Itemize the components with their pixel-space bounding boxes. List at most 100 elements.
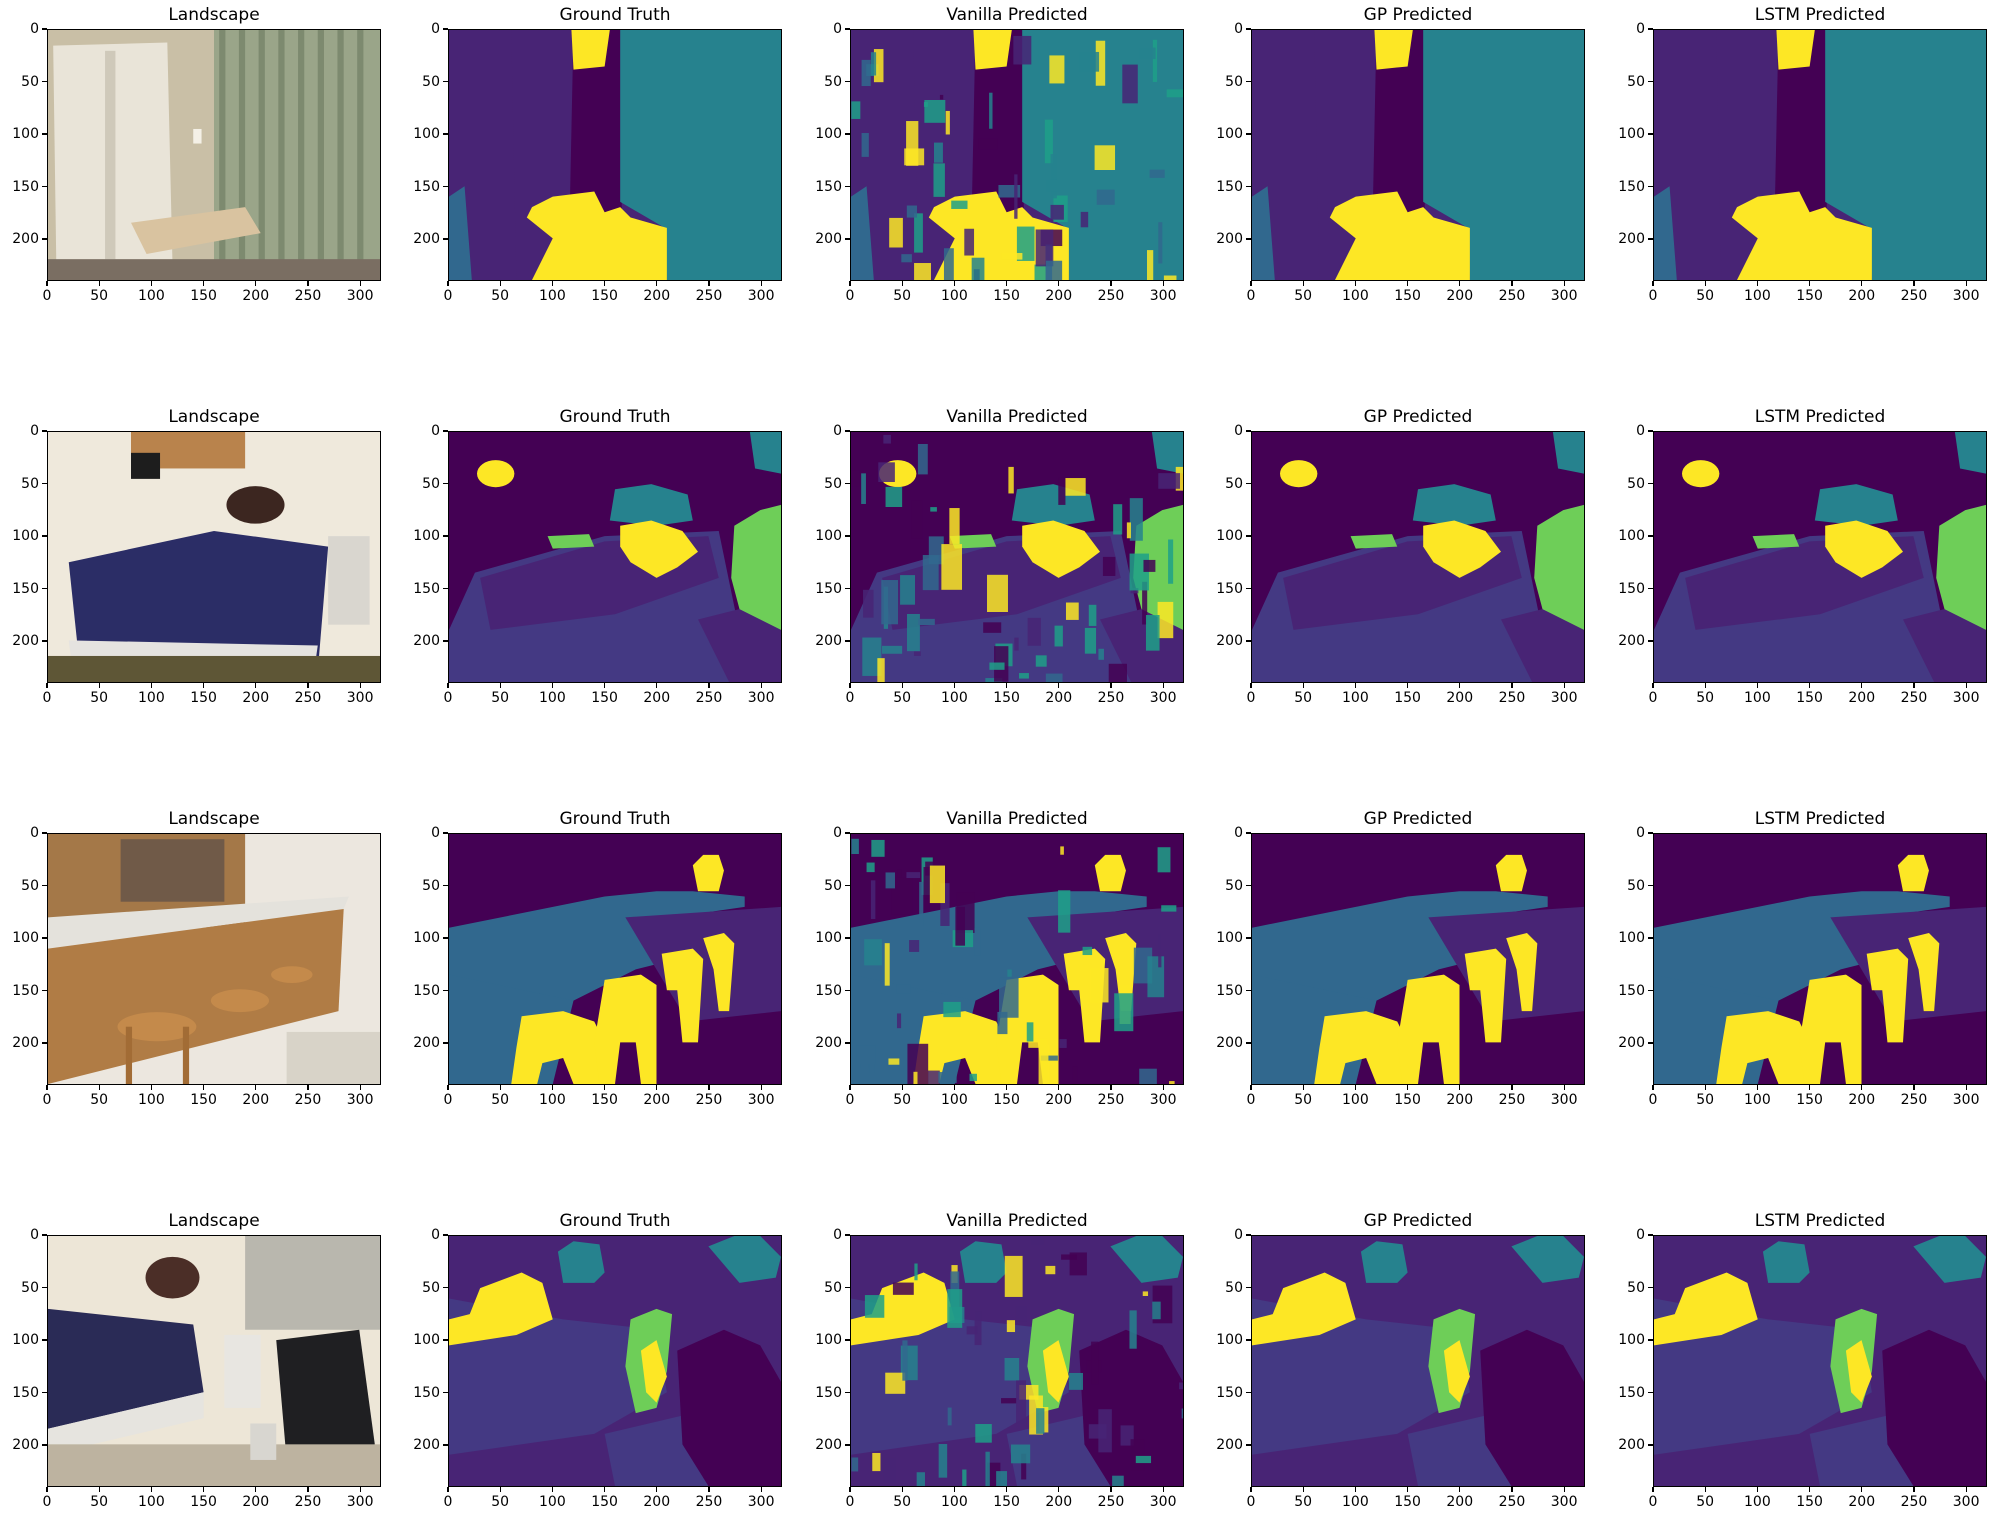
- stool-3: [271, 966, 313, 983]
- x-tick-label: 300: [1550, 288, 1578, 304]
- segmentation-map: [851, 834, 1183, 1084]
- x-tick-label: 100: [138, 1092, 165, 1108]
- y-tick-mark: [443, 185, 448, 188]
- y-tick-mark: [845, 185, 850, 188]
- noise-blob: [1179, 1382, 1183, 1390]
- x-tick-label: 250: [1097, 1494, 1125, 1510]
- y-tick-label: 0: [1234, 21, 1243, 37]
- y-tick-label: 50: [422, 877, 440, 894]
- x-tick-label: 150: [1796, 288, 1823, 304]
- noise-blob: [919, 881, 924, 926]
- y-tick-label: 200: [1216, 1437, 1243, 1453]
- panel-title: LSTM Predicted: [1754, 407, 1886, 427]
- y-tick-mark: [1246, 1286, 1251, 1289]
- x-tick-mark: [1704, 1487, 1706, 1492]
- y-tick-mark: [443, 482, 448, 485]
- x-tick-mark: [1406, 1487, 1409, 1492]
- x-tick-mark: [1162, 281, 1164, 286]
- x-tick-mark: [1652, 1487, 1654, 1492]
- noise-blob: [864, 939, 882, 966]
- y-tick-mark: [845, 430, 850, 432]
- noise-blob: [1158, 933, 1162, 968]
- x-tick-label: 100: [1744, 1494, 1771, 1510]
- panel-title: Ground Truth: [559, 1211, 671, 1231]
- y-tick-label: 50: [1225, 475, 1243, 492]
- y-tick-mark: [42, 80, 47, 83]
- y-tick-label: 150: [1216, 982, 1243, 999]
- x-tick-label: 100: [941, 1092, 968, 1108]
- noise-blob: [1045, 260, 1063, 280]
- pillow: [851, 1272, 955, 1346]
- x-tick-label: 300: [1550, 1092, 1578, 1108]
- noise-blob: [1050, 204, 1064, 220]
- x-tick-mark: [1058, 281, 1060, 286]
- segmentation-map: [449, 432, 781, 682]
- noise-blob: [913, 651, 921, 656]
- x-tick-mark: [202, 1487, 205, 1492]
- y-tick-mark: [42, 1286, 47, 1289]
- x-tick-mark: [603, 1085, 606, 1090]
- x-tick-mark: [656, 1085, 658, 1090]
- panel-title: Ground Truth: [559, 809, 671, 829]
- desk: [1329, 191, 1470, 280]
- y-tick-mark: [1648, 430, 1653, 432]
- x-tick-mark: [1302, 1085, 1304, 1090]
- y-tick-label: 200: [815, 1437, 842, 1453]
- x-tick-mark: [708, 1085, 710, 1090]
- x-tick-mark: [98, 1085, 100, 1090]
- x-tick-label: 50: [1696, 1494, 1715, 1510]
- image-canvas: [48, 1236, 380, 1486]
- y-tick-mark: [1648, 1234, 1653, 1236]
- noise-blob: [964, 228, 975, 256]
- image-axes: [850, 833, 1184, 1085]
- y-tick-mark: [443, 1234, 448, 1236]
- corner-teal: [749, 432, 781, 474]
- x-tick-label: 300: [1952, 1494, 1980, 1510]
- image-canvas: [449, 432, 781, 682]
- headboard: [1360, 1241, 1408, 1283]
- x-tick-mark: [953, 281, 955, 286]
- noise-blob: [1108, 663, 1127, 682]
- y-tick-label: 200: [815, 633, 842, 649]
- noise-blob: [1068, 1372, 1083, 1390]
- x-tick-mark: [1913, 1487, 1915, 1492]
- noise-blob: [1158, 222, 1163, 264]
- x-tick-mark: [1965, 1487, 1967, 1492]
- image-canvas: [48, 30, 380, 280]
- x-tick-mark: [1058, 683, 1060, 688]
- image-axes: [1251, 1235, 1585, 1487]
- panel-title: Vanilla Predicted: [946, 5, 1088, 25]
- image-axes: [448, 1235, 782, 1487]
- right-wall: [1913, 1236, 1986, 1283]
- x-tick-label: 50: [1294, 1092, 1313, 1108]
- noise-blob: [975, 1424, 992, 1443]
- image-axes: [850, 431, 1184, 683]
- noise-blob: [1152, 1301, 1161, 1320]
- segmentation-map: [851, 30, 1183, 280]
- y-tick-mark: [443, 937, 448, 939]
- image-axes: [850, 1235, 1184, 1487]
- noise-blob: [1028, 1038, 1048, 1048]
- noise-blob: [929, 865, 945, 904]
- noise-blob: [955, 906, 966, 946]
- x-tick-label: 50: [1696, 690, 1715, 706]
- bed: [68, 530, 329, 672]
- cabinet: [625, 906, 781, 1022]
- x-tick-label: 200: [1045, 690, 1073, 706]
- x-tick-mark: [1704, 1085, 1706, 1090]
- curtain-region: [1423, 30, 1584, 280]
- noise-blob: [983, 622, 1002, 633]
- y-tick-mark: [1246, 884, 1251, 887]
- noise-blob: [870, 52, 877, 76]
- y-tick-mark: [845, 238, 850, 240]
- x-tick-label: 0: [1246, 690, 1256, 706]
- noise-blob: [1044, 119, 1053, 164]
- curtain-fold: [219, 30, 226, 280]
- x-tick-label: 200: [1446, 288, 1474, 304]
- x-tick-mark: [98, 683, 100, 688]
- x-tick-label: 200: [1446, 690, 1474, 706]
- noise-blob: [997, 1011, 1008, 1035]
- noise-blob: [1001, 1398, 1017, 1404]
- noise-blob: [951, 200, 968, 209]
